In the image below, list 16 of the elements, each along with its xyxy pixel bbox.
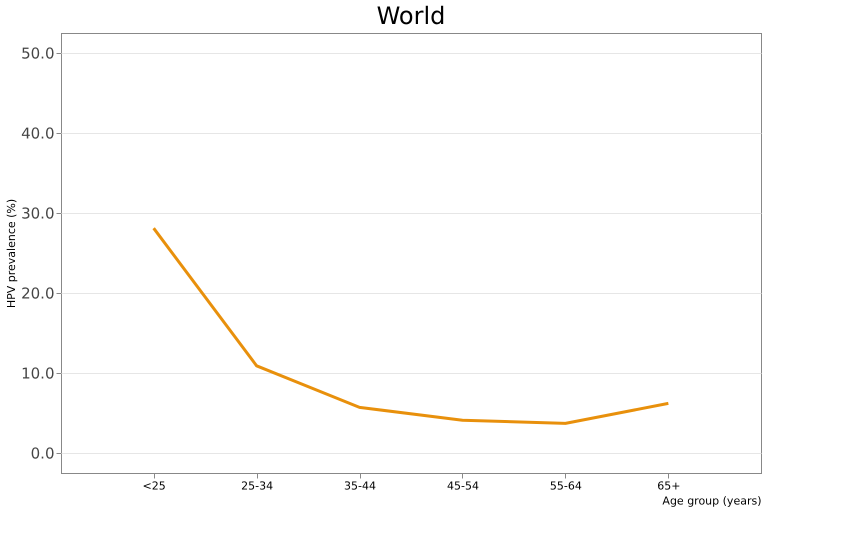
chart-title: World [376, 2, 446, 30]
x-tick-label: 65+ [657, 480, 680, 492]
y-axis-title: HPV prevalence (%) [5, 198, 18, 308]
x-tick-label: 45-54 [446, 480, 479, 492]
line-series [152, 226, 670, 425]
x-tick-label: 55-64 [550, 480, 582, 492]
x-tick-label: 25-34 [241, 480, 274, 492]
x-tick-label: <25 [142, 480, 166, 492]
y-tick-label: 0.0 [30, 444, 54, 462]
y-tick-label: 40.0 [21, 124, 54, 142]
y-tick-label: 20.0 [21, 284, 54, 302]
x-axis-title: Age group (years) [662, 494, 762, 508]
y-tick-label: 30.0 [21, 204, 54, 222]
y-tick-label: 50.0 [21, 44, 54, 62]
y-tick-label: 10.0 [21, 364, 54, 382]
x-tick-label: 35-44 [344, 480, 376, 492]
